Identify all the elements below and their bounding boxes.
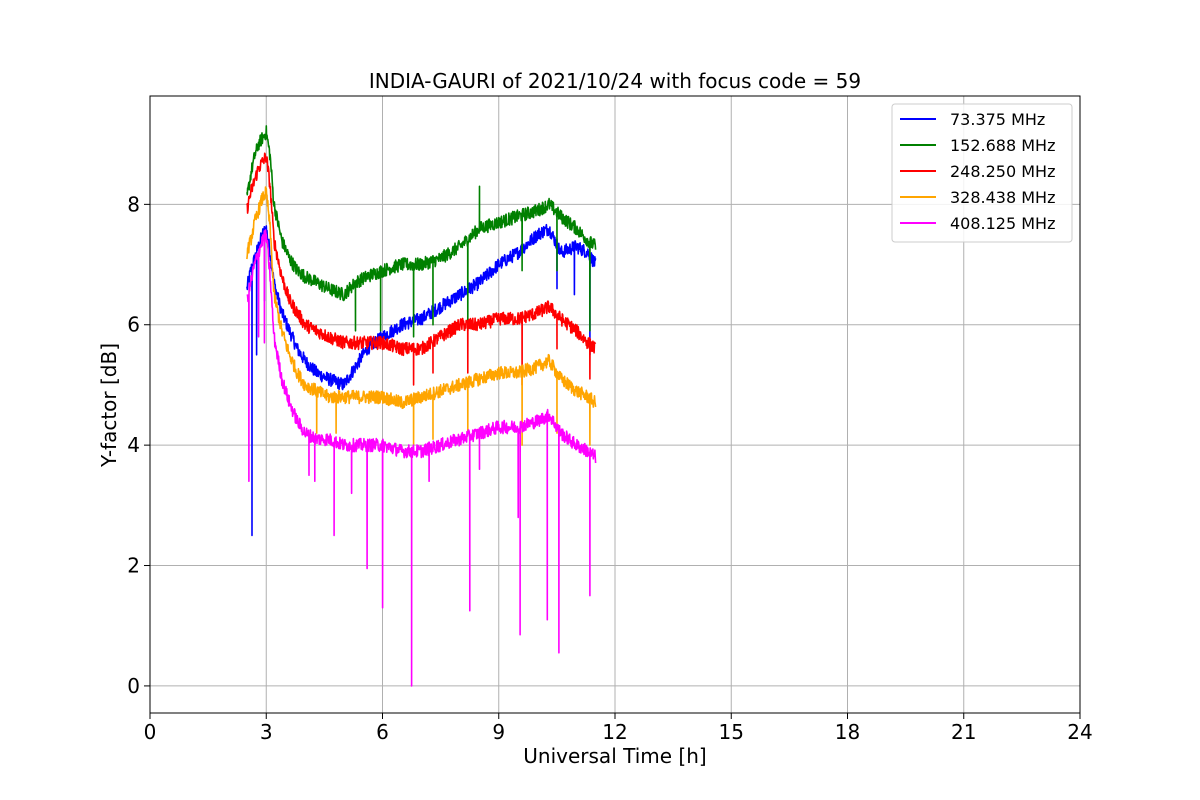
y-tick-label: 6 [127,313,140,337]
series-line-2 [246,152,597,386]
legend-label: 152.688 MHz [950,136,1055,155]
y-axis-label: Y-factor [dB] [97,343,121,468]
series-line-1 [246,125,597,338]
series-layer [246,125,597,687]
series-line-4 [246,229,597,687]
legend-label: 73.375 MHz [950,110,1045,129]
y-tick-label: 2 [127,554,140,578]
chart-title: INDIA-GAURI of 2021/10/24 with focus cod… [369,69,861,93]
x-tick-label: 0 [144,720,157,744]
x-tick-label: 12 [602,720,627,744]
y-tick-label: 8 [127,192,140,216]
y-tick-label: 0 [127,674,140,698]
legend: 73.375 MHz 152.688 MHz 248.250 MHz 328.438 … [891,103,1073,243]
series-line-3 [246,186,597,446]
series-line-0 [246,223,597,537]
x-tick-label: 15 [719,720,744,744]
x-tick-label: 21 [951,720,976,744]
legend-box [891,103,1073,243]
x-tick-label: 9 [492,720,505,744]
x-tick-label: 6 [376,720,389,744]
legend-label: 328.438 MHz [950,188,1055,207]
y-tick-label: 4 [127,433,140,457]
x-axis-label: Universal Time [h] [523,744,706,768]
x-tick-label: 3 [260,720,273,744]
x-tick-label: 24 [1067,720,1092,744]
legend-label: 408.125 MHz [950,214,1055,233]
x-tick-label: 18 [835,720,860,744]
legend-label: 248.250 MHz [950,162,1055,181]
